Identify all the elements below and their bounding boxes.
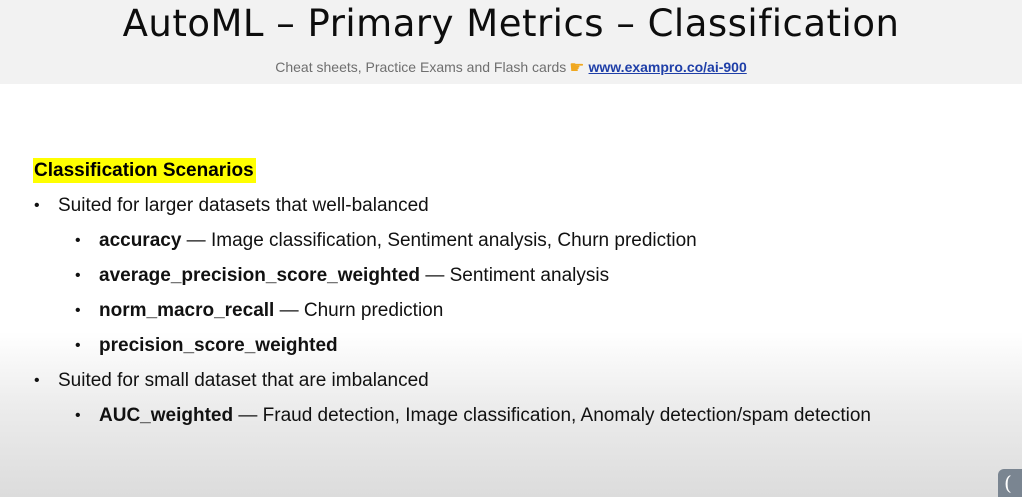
subtitle-text: Cheat sheets, Practice Exams and Flash c… [275, 59, 567, 75]
section-heading: Classification Scenarios [33, 158, 256, 183]
metric-term: average_precision_score_weighted [99, 265, 421, 286]
corner-logo-glyph: ( [1004, 471, 1012, 495]
bullet: • [75, 407, 81, 424]
metric-desc: — Fraud detection, Image classification,… [233, 405, 871, 426]
metric-term: norm_macro_recall [99, 300, 275, 321]
slide-title: AutoML – Primary Metrics – Classificatio… [122, 2, 900, 45]
bullet: • [34, 372, 40, 389]
pointing-hand-icon: ☛ [569, 58, 585, 77]
list-item-level1: Suited for larger datasets that well-bal… [58, 195, 429, 216]
slide-content [0, 84, 1022, 497]
corner-logo-icon: ( [998, 469, 1022, 497]
list-item-level2: norm_macro_recall — Churn prediction [99, 300, 443, 322]
bullet: • [75, 267, 81, 284]
slide-header: AutoML – Primary Metrics – Classificatio… [0, 0, 1022, 84]
list-item-level2: precision_score_weighted [99, 335, 338, 357]
bullet: • [75, 337, 81, 354]
list-item-level2: average_precision_score_weighted — Senti… [99, 265, 609, 287]
metric-term: accuracy [99, 230, 182, 251]
metric-term: AUC_weighted [99, 405, 234, 426]
slide-subtitle: Cheat sheets, Practice Exams and Flash c… [0, 58, 1022, 78]
metric-desc: — Image classification, Sentiment analys… [181, 230, 697, 251]
exampro-link[interactable]: www.exampro.co/ai-900 [588, 59, 747, 75]
bullet: • [75, 232, 81, 249]
metric-desc: — Sentiment analysis [420, 265, 610, 286]
metric-desc: — Churn prediction [274, 300, 444, 321]
list-item-level2: AUC_weighted — Fraud detection, Image cl… [99, 405, 871, 427]
list-item-level2: accuracy — Image classification, Sentime… [99, 230, 697, 252]
bullet: • [75, 302, 81, 319]
bullet: • [34, 197, 40, 214]
metric-term: precision_score_weighted [99, 335, 338, 356]
list-item-level1: Suited for small dataset that are imbala… [58, 370, 429, 391]
